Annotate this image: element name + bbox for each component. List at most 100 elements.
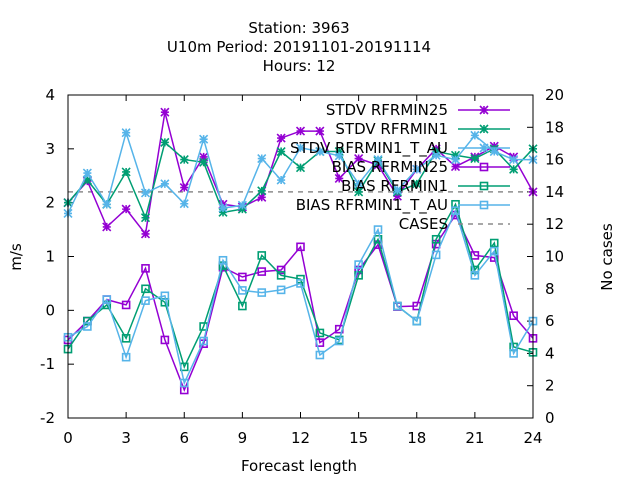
data-point: [354, 179, 364, 189]
series-group: [63, 128, 538, 218]
data-point: [431, 250, 441, 260]
legend-label: BIAS RFRMIN1_T_AU: [296, 196, 448, 215]
y2-tick-label: 2: [545, 377, 555, 395]
data-point: [373, 160, 383, 170]
data-point: [450, 150, 461, 160]
data-point: [334, 336, 344, 346]
title-line-3: Hours: 12: [263, 57, 336, 75]
data-point: [121, 167, 131, 177]
data-point: [238, 301, 247, 311]
data-point: [257, 186, 267, 196]
data-point: [237, 200, 247, 210]
data-point: [218, 255, 228, 265]
data-point: [412, 164, 422, 174]
data-point: [296, 279, 305, 288]
data-point: [160, 107, 170, 117]
data-point: [257, 288, 267, 297]
y-tick-label: 3: [45, 140, 55, 158]
data-point: [412, 316, 422, 326]
data-point: [479, 200, 489, 210]
data-point: [218, 203, 228, 213]
series-line: [67, 208, 534, 386]
series-group: [63, 107, 538, 395]
data-point: [141, 264, 150, 273]
data-point: [257, 251, 267, 260]
data-point: [479, 162, 489, 172]
data-point: [121, 334, 131, 343]
data-point: [160, 137, 170, 147]
data-point: [83, 322, 92, 331]
y2-tick-label: 4: [545, 344, 555, 362]
data-point: [82, 168, 92, 178]
legend-label: STDV RFRMIN25: [326, 101, 448, 119]
data-point: [257, 267, 267, 276]
x-tick-label: 12: [291, 429, 310, 447]
data-point: [296, 242, 305, 252]
data-point: [479, 181, 489, 191]
data-point: [479, 124, 489, 134]
data-point: [489, 238, 499, 248]
y-tick-label: 4: [45, 86, 55, 104]
data-point: [479, 105, 489, 115]
data-point: [199, 152, 209, 162]
data-point: [276, 175, 286, 185]
data-point: [140, 213, 151, 223]
x-tick-label: 24: [523, 429, 542, 447]
data-point: [102, 199, 112, 209]
data-point: [315, 146, 325, 157]
legend-label: BIAS RFRMIN25: [332, 158, 448, 176]
data-point: [140, 188, 151, 198]
series-group: [63, 107, 538, 239]
data-point: [489, 146, 499, 157]
x-tick-label: 9: [238, 429, 248, 447]
data-point: [238, 272, 247, 282]
data-point: [102, 222, 112, 232]
data-point: [450, 155, 461, 165]
y2-tick-label: 0: [545, 409, 555, 427]
data-point: [392, 191, 402, 201]
data-point: [334, 146, 344, 157]
data-point: [431, 150, 441, 160]
x-tick-label: 6: [179, 429, 189, 447]
data-point: [295, 126, 306, 136]
data-point: [276, 285, 286, 295]
plot-frame: [67, 94, 534, 419]
data-point: [121, 300, 131, 310]
data-point: [238, 286, 247, 295]
data-point: [179, 199, 189, 209]
y2-tick-label: 12: [545, 215, 564, 233]
data-point: [160, 179, 170, 189]
data-point: [354, 260, 363, 269]
data-point: [509, 311, 518, 321]
data-point: [450, 162, 461, 172]
data-point: [82, 175, 92, 185]
x-tick-label: 3: [121, 429, 131, 447]
x-tick-label: 0: [63, 429, 73, 447]
data-point: [257, 153, 267, 164]
data-point: [354, 153, 364, 164]
title-line-1: Station: 3963: [248, 19, 349, 37]
data-point: [373, 225, 383, 234]
chart-title: Station: 3963 U10m Period: 20191101-2019…: [167, 19, 431, 75]
series-line: [67, 213, 534, 393]
data-point: [295, 143, 306, 153]
series-group: [63, 206, 538, 388]
data-point: [276, 271, 286, 280]
x-tick-label: 18: [407, 429, 426, 447]
y2-tick-label: 20: [545, 86, 564, 104]
data-point: [179, 183, 189, 193]
x-axis-label: Forecast length: [241, 457, 357, 475]
data-point: [295, 163, 306, 173]
data-point: [334, 151, 344, 161]
data-point: [479, 143, 489, 153]
data-point: [141, 296, 150, 305]
y2-tick-label: 18: [545, 118, 564, 136]
data-point: [315, 126, 325, 136]
data-point: [199, 134, 209, 144]
y-axis-label: m/s: [7, 243, 25, 271]
data-point: [276, 133, 286, 143]
data-point: [179, 155, 189, 165]
data-point: [470, 130, 480, 140]
y2-tick-label: 16: [545, 151, 564, 169]
